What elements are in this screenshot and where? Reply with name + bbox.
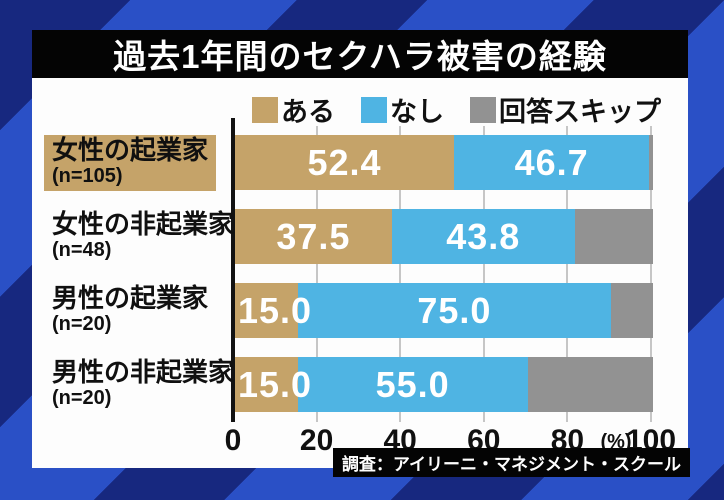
credit-text: 調査：アイリーニ・マネジメント・スクール <box>341 455 681 474</box>
x-axis-tick-label: 20 <box>299 424 334 457</box>
gridline <box>650 126 652 422</box>
bar-value-label: 15.0 <box>238 363 313 405</box>
legend-item: 回答スキップ <box>470 90 661 129</box>
bar-segment-なし: 55.0 <box>297 357 528 412</box>
bar-value-label: 37.5 <box>276 215 351 257</box>
legend-label: なし <box>390 97 444 127</box>
bar-row: 37.5 43.8 <box>235 209 653 264</box>
category-label: 男性の非起業家 (n=20) <box>44 357 242 413</box>
category-name: 女性の起業家 <box>52 135 209 165</box>
bar-value-label: 75.0 <box>417 289 492 331</box>
bar-value-label: 46.7 <box>514 141 589 183</box>
gridline <box>399 126 402 422</box>
legend-swatch-icon <box>470 96 496 123</box>
chart-body: ある なし 回答スキップ (%) 女性の起業家 (n=105) 52.4 46.7 女性の非… <box>32 78 688 468</box>
legend-swatch-icon <box>252 96 278 123</box>
category-name: 男性の起業家 <box>52 283 209 313</box>
chart-title-bar: 過去1年間のセクハラ被害の経験 <box>32 30 688 78</box>
category-label: 女性の起業家 (n=105) <box>44 135 217 191</box>
bar-row: 15.0 55.0 <box>235 357 653 412</box>
bar-segment-なし: 46.7 <box>454 135 650 190</box>
gridline <box>566 126 569 422</box>
y-axis-line <box>231 118 235 422</box>
bar-segment-ある: 37.5 <box>235 209 392 264</box>
bar-value-label: 15.0 <box>238 289 313 331</box>
bar-segment-なし: 43.8 <box>391 209 575 264</box>
credit-bar: 調査：アイリーニ・マネジメント・スクール <box>332 448 690 477</box>
legend-item: ある <box>252 90 335 129</box>
chart-title: 過去1年間のセクハラ被害の経験 <box>113 38 607 75</box>
category-label: 男性の起業家 (n=20) <box>44 283 216 339</box>
legend: ある なし 回答スキップ <box>252 90 661 129</box>
chart-panel: 過去1年間のセクハラ被害の経験 ある なし 回答スキップ (%) 女性の起業家 (n=… <box>32 30 688 468</box>
bar-segment-回答スキップ <box>527 357 653 412</box>
gridline <box>315 126 318 422</box>
bar-segment-ある: 52.4 <box>235 135 455 190</box>
category-name: 女性の非起業家 <box>52 209 235 239</box>
category-label: 女性の非起業家 (n=48) <box>44 209 242 265</box>
bar-segment-ある: 15.0 <box>235 357 311 412</box>
category-name: 男性の非起業家 <box>52 357 235 387</box>
category-sample-size: (n=105) <box>52 165 123 187</box>
bar-value-label: 52.4 <box>307 141 382 183</box>
category-sample-size: (n=20) <box>52 387 112 409</box>
gridline <box>482 126 485 422</box>
bar-segment-ある: 15.0 <box>235 283 311 338</box>
bar-value-label: 55.0 <box>375 363 450 405</box>
category-sample-size: (n=48) <box>52 239 112 261</box>
legend-label: ある <box>281 97 335 127</box>
legend-label: 回答スキップ <box>499 97 661 127</box>
legend-swatch-icon <box>361 96 387 123</box>
bar-segment-なし: 75.0 <box>297 283 612 338</box>
bar-row: 52.4 46.7 <box>235 135 653 190</box>
legend-item: なし <box>361 90 444 129</box>
bar-value-label: 43.8 <box>446 215 521 257</box>
bar-segment-回答スキップ <box>649 135 653 190</box>
bar-segment-回答スキップ <box>574 209 653 264</box>
x-axis-tick-label: 0 <box>224 424 242 457</box>
bar-row: 15.0 75.0 <box>235 283 653 338</box>
x-axis-unit-label: (%) <box>600 431 632 453</box>
bar-segment-回答スキップ <box>611 283 653 338</box>
category-sample-size: (n=20) <box>52 313 112 335</box>
